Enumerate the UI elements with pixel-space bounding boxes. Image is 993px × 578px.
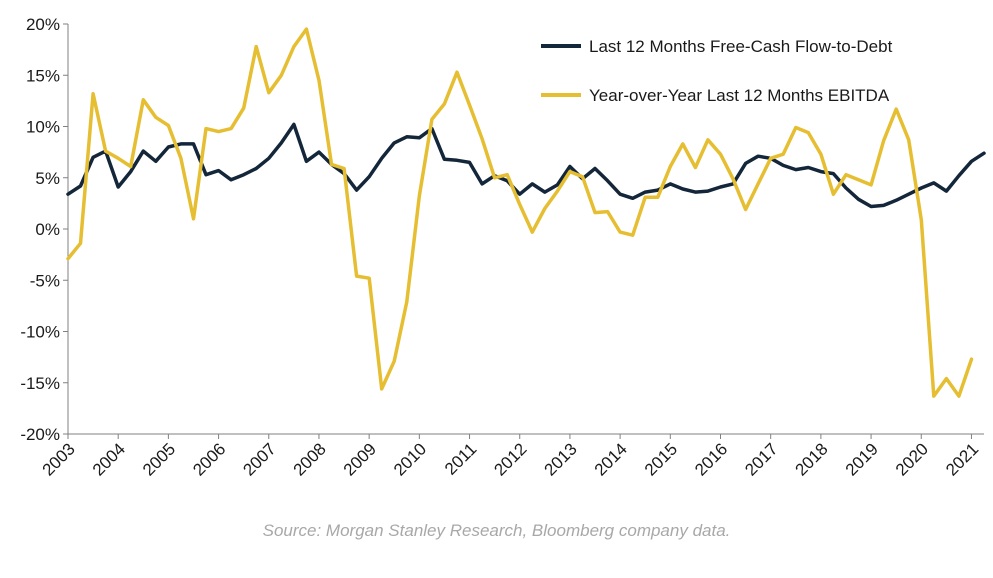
x-axis: 2003 2004 2005 2006 2007 2008 2009 2010 2011 2012… bbox=[39, 433, 984, 480]
x-tick-label: 2021 bbox=[942, 439, 982, 479]
x-tick-label: 2020 bbox=[892, 439, 932, 479]
y-tick-label: 0% bbox=[35, 220, 60, 239]
x-tick-label: 2014 bbox=[591, 439, 631, 479]
y-tick-label: -15% bbox=[20, 374, 60, 393]
line-chart: -20%-15%-10%-5%0%5%10%15%20% 2003 2004 200… bbox=[20, 15, 986, 480]
x-tick-label: 2008 bbox=[290, 439, 330, 479]
fcf-to-debt-line bbox=[66, 122, 986, 209]
legend: Last 12 Months Free-Cash Flow-to-Debt Yea… bbox=[541, 37, 893, 105]
y-tick-label: -5% bbox=[30, 271, 60, 290]
x-tick-label: 2010 bbox=[390, 439, 430, 479]
y-axis: -20% -15% -10% -5% 0% 5% 10% 15% 20% bbox=[20, 15, 69, 444]
x-tick-label: 2003 bbox=[39, 439, 79, 479]
x-tick-label: 2015 bbox=[641, 439, 681, 479]
y-tick-label: 15% bbox=[26, 66, 60, 85]
y-tick-label: 5% bbox=[35, 169, 60, 188]
y-tick-label: -20% bbox=[20, 425, 60, 444]
x-tick-label: 2011 bbox=[441, 439, 480, 478]
x-tick-label: 2017 bbox=[741, 439, 781, 479]
x-tick-label: 2006 bbox=[189, 439, 229, 479]
x-tick-label: 2009 bbox=[340, 439, 380, 479]
x-tick-label: 2012 bbox=[490, 439, 530, 479]
y-tick-label: 10% bbox=[26, 118, 60, 137]
legend-label: Year-over-Year Last 12 Months EBITDA bbox=[589, 86, 890, 105]
x-tick-label: 2004 bbox=[89, 439, 129, 479]
x-tick-label: 2016 bbox=[691, 439, 731, 479]
x-tick-label: 2019 bbox=[842, 439, 882, 479]
series-layer bbox=[66, 27, 986, 398]
x-tick-label: 2007 bbox=[239, 439, 279, 479]
y-tick-label: -10% bbox=[20, 323, 60, 342]
y-tick-label: 20% bbox=[26, 15, 60, 34]
x-tick-label: 2005 bbox=[139, 439, 179, 479]
source-note: Source: Morgan Stanley Research, Bloombe… bbox=[262, 521, 731, 540]
x-tick-label: 2013 bbox=[541, 439, 581, 479]
x-tick-label: 2018 bbox=[792, 439, 832, 479]
ebitda-yoy-line bbox=[66, 27, 974, 398]
legend-label: Last 12 Months Free-Cash Flow-to-Debt bbox=[589, 37, 893, 56]
